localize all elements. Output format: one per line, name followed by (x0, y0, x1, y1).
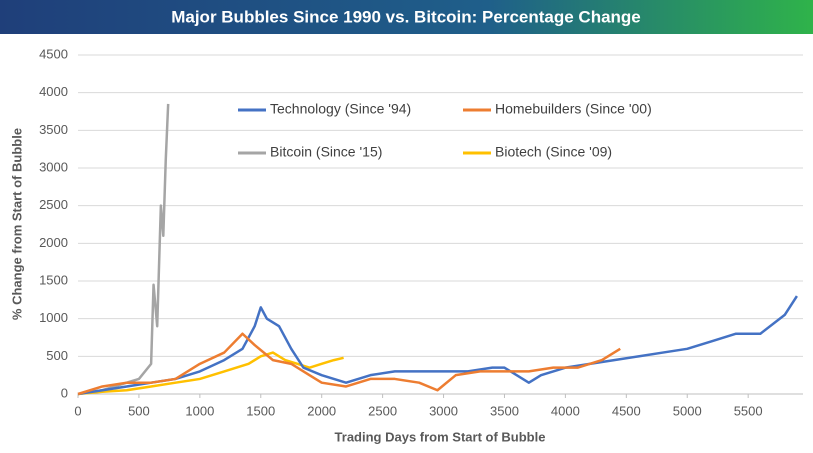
title-bar (0, 0, 813, 34)
y-tick-label: 3000 (39, 159, 68, 174)
x-tick-label: 3500 (490, 403, 519, 418)
y-axis-label: % Change from Start of Bubble (9, 128, 24, 320)
legend-label: Bitcoin (Since '15) (270, 144, 382, 160)
y-tick-label: 1500 (39, 272, 68, 287)
x-tick-label: 3000 (429, 403, 458, 418)
x-axis-label: Trading Days from Start of Bubble (335, 429, 546, 444)
y-tick-label: 0 (61, 385, 68, 400)
legend-label: Homebuilders (Since '00) (495, 101, 652, 117)
x-tick-label: 5500 (734, 403, 763, 418)
x-tick-label: 1000 (185, 403, 214, 418)
series-line (77, 295, 798, 396)
y-tick-label: 2000 (39, 235, 68, 250)
series-line (77, 351, 344, 396)
x-tick-label: 5000 (673, 403, 702, 418)
legend-label: Technology (Since '94) (270, 101, 411, 117)
y-tick-label: 3500 (39, 122, 68, 137)
y-tick-label: 2500 (39, 197, 68, 212)
series-line (77, 103, 170, 396)
y-tick-label: 4500 (39, 46, 68, 61)
y-tick-label: 1000 (39, 310, 68, 325)
chart-title: Major Bubbles Since 1990 vs. Bitcoin: Pe… (171, 7, 641, 26)
x-tick-label: 1500 (246, 403, 275, 418)
x-tick-label: 0 (74, 403, 81, 418)
y-tick-label: 500 (46, 348, 68, 363)
x-tick-label: 2500 (368, 403, 397, 418)
x-tick-label: 4500 (612, 403, 641, 418)
x-tick-label: 2000 (307, 403, 336, 418)
series-line (77, 332, 621, 396)
y-tick-label: 4000 (39, 84, 68, 99)
x-tick-label: 500 (128, 403, 150, 418)
x-tick-label: 4000 (551, 403, 580, 418)
legend-label: Biotech (Since '09) (495, 144, 612, 160)
